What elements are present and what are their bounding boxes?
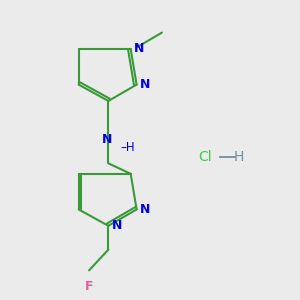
Text: N: N [140,78,151,91]
Text: N: N [134,42,145,56]
Text: F: F [85,280,93,293]
Text: N: N [102,133,112,146]
Text: Cl: Cl [198,150,212,164]
Text: H: H [234,150,244,164]
Text: N: N [112,219,122,232]
Text: N: N [140,203,151,216]
Text: –H: –H [120,140,135,154]
